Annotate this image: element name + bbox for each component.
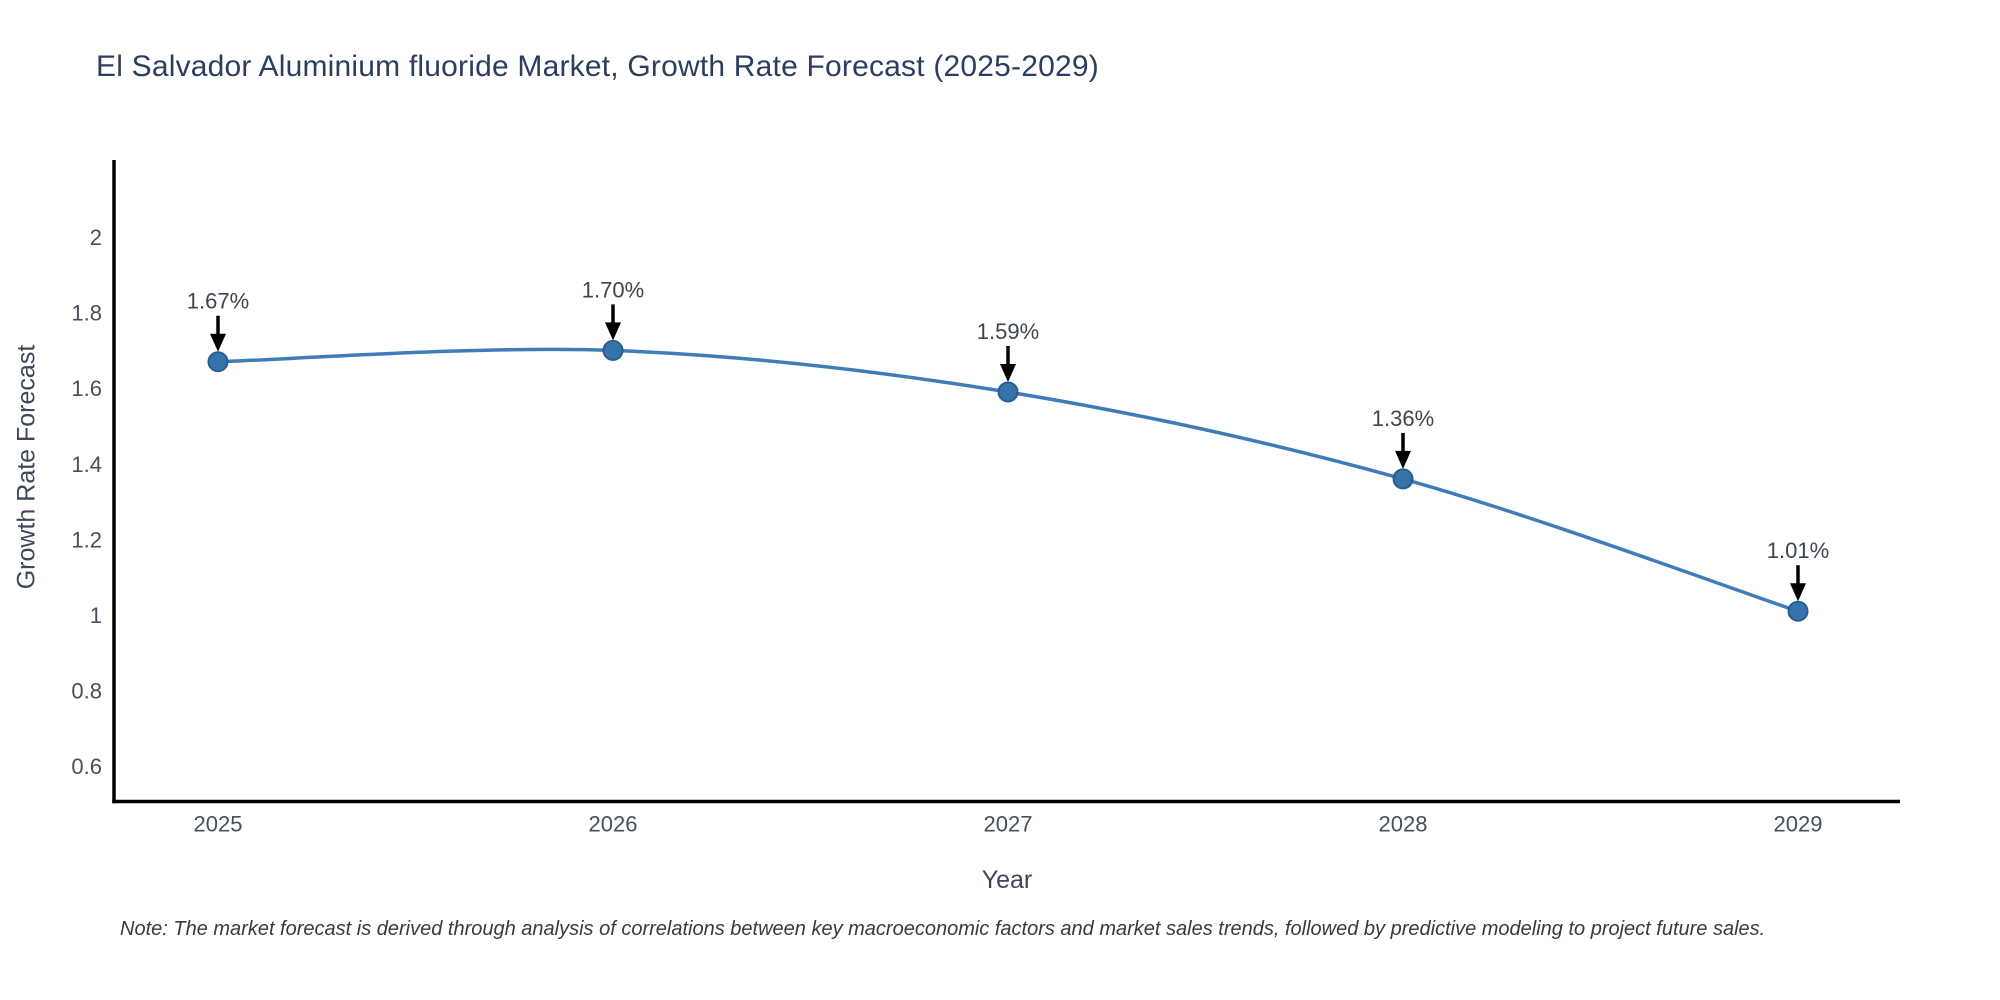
data-point-label: 1.59%	[977, 319, 1039, 344]
data-point	[207, 351, 229, 373]
x-tick-label: 2026	[589, 812, 638, 837]
annotation-arrow-head	[1000, 363, 1016, 382]
data-point-label: 1.70%	[582, 277, 644, 302]
annotation-arrow-head	[605, 322, 621, 341]
x-tick-label: 2028	[1379, 812, 1428, 837]
data-point	[602, 339, 624, 361]
x-tick-label: 2025	[194, 812, 243, 837]
annotation-arrow-head	[1790, 583, 1806, 602]
y-tick-label: 1	[90, 603, 102, 628]
x-axis-title: Year	[981, 866, 1033, 894]
data-point	[1787, 600, 1809, 622]
y-tick-label: 1.2	[71, 527, 102, 552]
y-tick-label: 0.6	[71, 754, 102, 779]
y-tick-label: 1.8	[71, 301, 102, 326]
chart-title: El Salvador Aluminium fluoride Market, G…	[96, 50, 1099, 83]
y-tick-label: 0.8	[71, 679, 102, 704]
data-point-label: 1.36%	[1372, 406, 1434, 431]
x-tick-label: 2027	[984, 812, 1033, 837]
annotation-arrow-head	[210, 333, 226, 352]
y-axis-title: Growth Rate Forecast	[12, 344, 41, 590]
annotation-arrow-head	[1395, 450, 1411, 469]
data-point-label: 1.67%	[187, 289, 249, 314]
y-tick-label: 1.6	[71, 376, 102, 401]
x-tick-label: 2029	[1774, 812, 1823, 837]
data-point-label: 1.01%	[1767, 538, 1829, 563]
footnote: Note: The market forecast is derived thr…	[120, 918, 1766, 940]
y-tick-label: 1.4	[71, 452, 102, 477]
y-tick-label: 2	[90, 225, 102, 250]
data-point	[997, 381, 1019, 403]
data-point	[1392, 468, 1414, 490]
